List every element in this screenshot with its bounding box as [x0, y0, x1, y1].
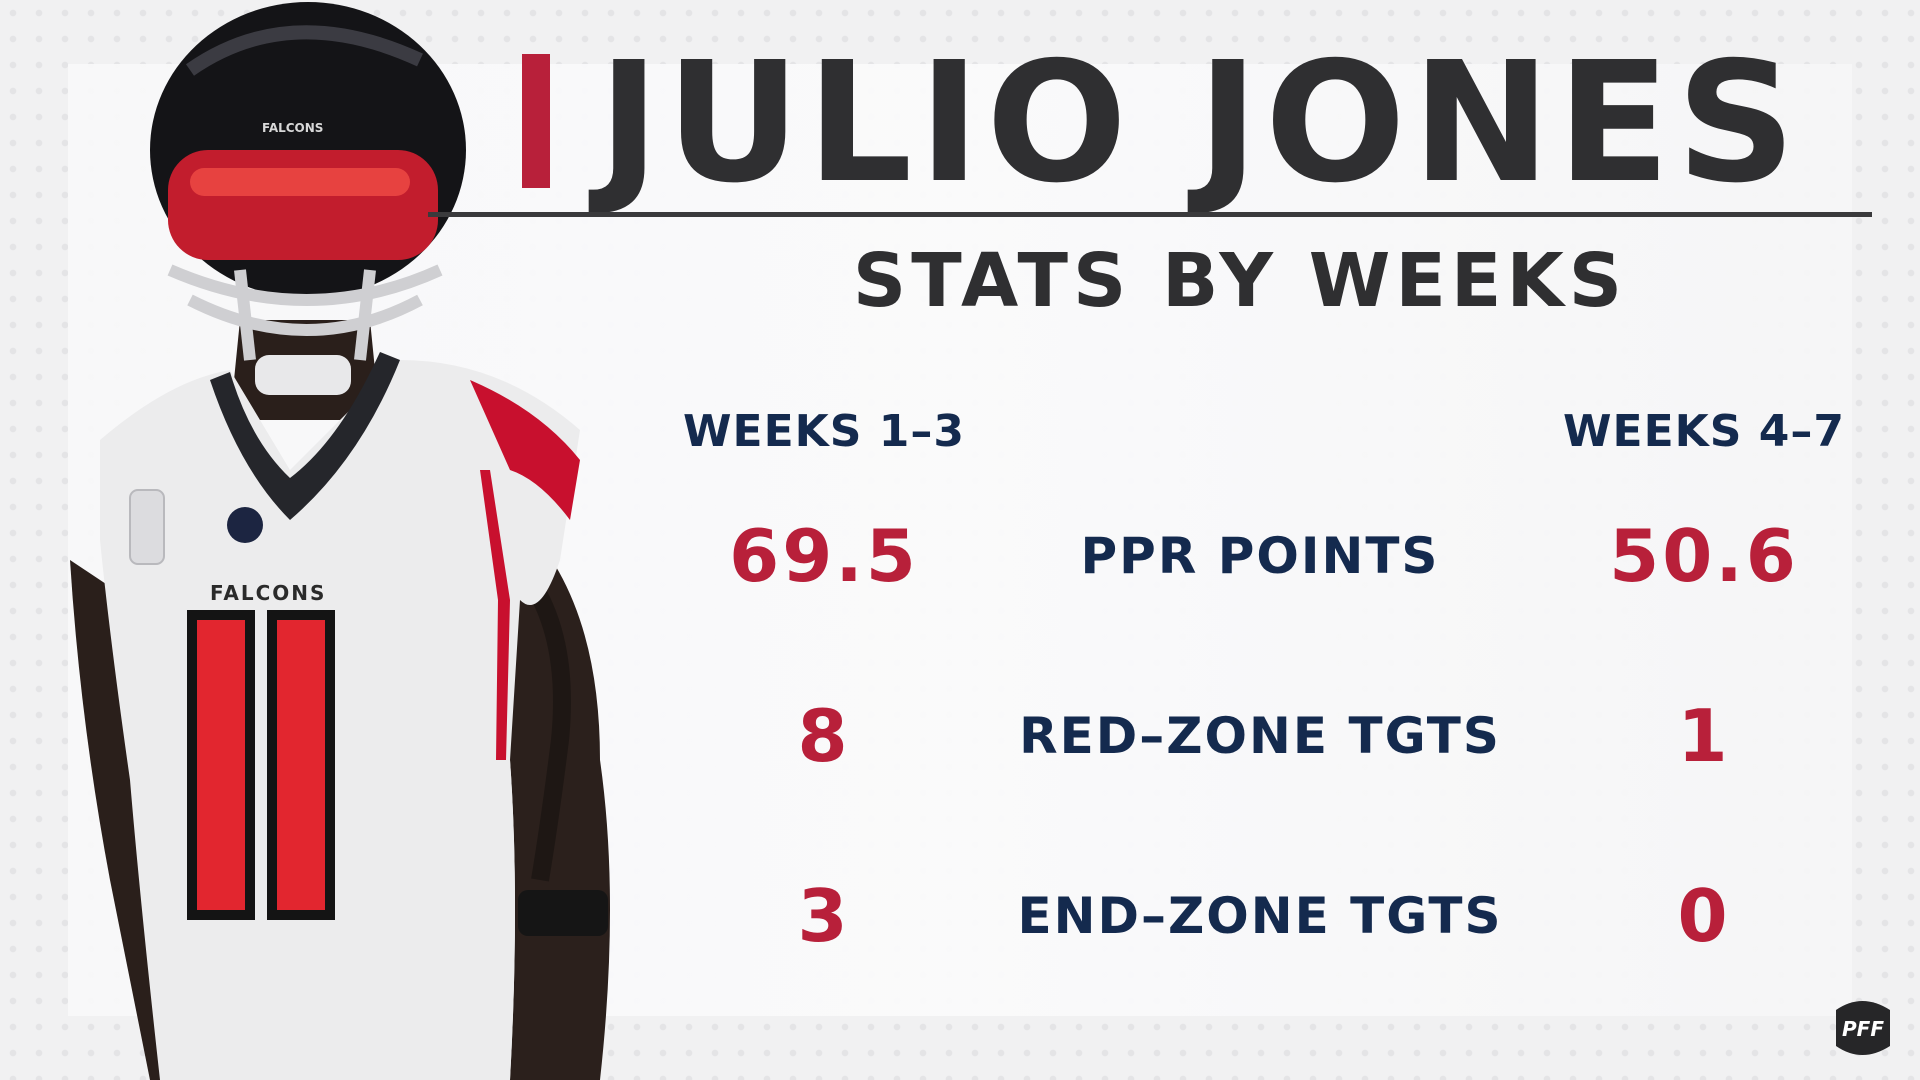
stat-value-right: 1	[1677, 694, 1731, 778]
column-header-weeks-1-3: WEEKS 1–3	[683, 406, 965, 457]
helmet-visor-glare	[190, 168, 410, 196]
title-divider	[428, 212, 1872, 217]
helmet-visor	[168, 150, 438, 260]
stat-value-right: 50.6	[1609, 514, 1799, 598]
page-subtitle: STATS BY WEEKS	[852, 238, 1628, 324]
arm-tattoo	[522, 575, 571, 882]
jersey-collar	[210, 352, 400, 520]
stat-value-left: 3	[797, 874, 851, 958]
player-photo: FALCONS FALCONS	[70, 2, 610, 1080]
stat-row-end-zone-targets: 3 END–ZONE TGTS 0	[0, 866, 1920, 966]
stat-row-red-zone-targets: 8 RED–ZONE TGTS 1	[0, 686, 1920, 786]
stat-value-left: 69.5	[729, 514, 919, 598]
jersey-text: FALCONS	[210, 581, 326, 605]
helmet-highlight	[185, 25, 423, 76]
player-name-title: JULIO JONES	[598, 27, 1802, 220]
svg-text:PFF: PFF	[1842, 1017, 1884, 1041]
title-accent-bar	[522, 54, 550, 188]
stat-value-right: 0	[1677, 874, 1731, 958]
helmet-text: FALCONS	[262, 121, 323, 135]
facemask	[167, 264, 443, 361]
stat-label: RED–ZONE TGTS	[1019, 707, 1501, 765]
shoulder-stripe	[470, 380, 580, 520]
side-stripe	[480, 470, 510, 760]
jersey-number	[187, 610, 335, 920]
stat-row-ppr-points: 69.5 PPR POINTS 50.6	[0, 506, 1920, 606]
chin-strap	[255, 355, 351, 395]
jersey-patch	[129, 489, 165, 565]
nfl-100-patch	[227, 507, 263, 543]
stat-label: END–ZONE TGTS	[1017, 887, 1503, 945]
stat-label: PPR POINTS	[1080, 527, 1440, 585]
column-header-weeks-4-7: WEEKS 4–7	[1563, 406, 1845, 457]
wristband	[518, 890, 608, 936]
stat-value-left: 8	[797, 694, 851, 778]
pff-logo-icon: PFF	[1836, 1001, 1890, 1055]
